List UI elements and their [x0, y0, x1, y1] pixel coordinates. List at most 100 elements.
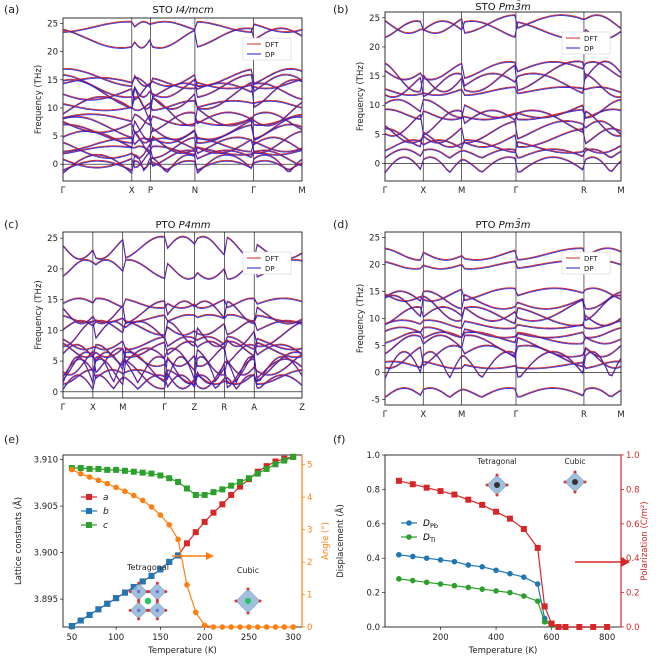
oxygen-atom [573, 490, 577, 494]
marker-a [228, 491, 235, 498]
marker-c [166, 475, 173, 482]
kpoint-label: P [148, 186, 153, 196]
marker-Polarization [465, 496, 472, 503]
b-site-atom [137, 608, 141, 612]
y-axis-label: Frequency (THz) [34, 65, 44, 134]
marker-Angle [104, 480, 111, 487]
ytick-label: 25 [47, 20, 58, 30]
marker-D_Pb [465, 562, 472, 568]
a-site-atom [245, 598, 251, 604]
ytick-label: 25 [47, 234, 58, 244]
marker-Polarization [548, 620, 555, 627]
dft-band [62, 20, 303, 33]
a-site-atom [572, 479, 578, 485]
xtick-label: 300 [285, 633, 301, 643]
marker-b [68, 623, 75, 630]
dp-band [62, 375, 303, 391]
marker-D_Pb [534, 581, 541, 587]
dft-band [62, 137, 303, 152]
annotation-cubic: Cubic [565, 457, 586, 466]
dp-band [62, 96, 303, 127]
panel-title-a: STO I4/mcm [152, 5, 213, 16]
marker-c [272, 461, 279, 468]
marker-a [201, 518, 208, 525]
ytick-right-label: 4 [307, 493, 312, 503]
oxygen-atom [137, 581, 141, 585]
y-axis-label: Lattice constants (Å) [12, 497, 24, 585]
kpoint-label: X [420, 186, 426, 196]
marker-D_Ti [396, 576, 402, 582]
ytick-right-label: 2 [307, 558, 312, 568]
marker-D_Ti [507, 589, 513, 596]
dft-band [384, 360, 622, 369]
dp-band [62, 344, 303, 368]
marker-c [139, 469, 146, 476]
dp-band [384, 335, 622, 358]
dft-band [62, 111, 303, 133]
marker-c [130, 468, 137, 475]
dft-band [384, 247, 622, 260]
line-panel-f: 200 400 600 800 0.0 0.2 0.4 0.6 0.8 1.0 0.0 0.2 0.4 0… [334, 451, 650, 656]
marker-Angle [86, 474, 93, 480]
oxygen-atom [147, 590, 151, 594]
b-site-atom [155, 608, 159, 612]
dp-band [384, 110, 622, 137]
marker-Angle [201, 622, 208, 629]
panel-label-c: (c) [4, 218, 19, 231]
panel-title-group: P4mm [179, 220, 211, 231]
legend-dft-label: DFT [265, 41, 279, 49]
dft-band [384, 86, 622, 96]
dft-band [62, 235, 303, 260]
marker-c [148, 470, 155, 477]
marker-Polarization [534, 544, 541, 551]
oxygen-atom [128, 590, 132, 594]
oxygen-atom [505, 483, 509, 487]
marker-b [148, 572, 155, 579]
oxygen-atom [563, 480, 567, 484]
marker-Angle [148, 504, 155, 510]
x-axis-label: Temperature (K) [147, 646, 217, 656]
marker-Polarization [576, 624, 583, 630]
legend-dp-label: DP [265, 265, 275, 273]
ytick-right-label: 0 [307, 623, 312, 633]
band-panel-a: Γ X P N Γ M 0 5 10 15 20 25 Frequency (THz) DFT DP [34, 17, 306, 196]
panel-title-c: PTO P4mm [155, 220, 210, 231]
dp-band [62, 112, 303, 134]
dft-band [384, 287, 622, 302]
oxygen-atom [583, 480, 587, 484]
marker-D_Ti [465, 584, 472, 591]
kpoint-label: N [192, 186, 198, 196]
marker-Polarization [437, 488, 444, 495]
oxygen-atom [155, 581, 159, 585]
dft-band [384, 350, 622, 379]
kpoint-label: Z [299, 403, 305, 413]
plot-frame [62, 231, 303, 399]
ytick-label: 20 [369, 260, 380, 270]
b-site-atom [155, 590, 159, 594]
marker-Angle [272, 624, 279, 630]
marker-c [228, 482, 235, 489]
dp-band [63, 68, 303, 87]
oxygen-atom [164, 608, 168, 612]
ytick-right-label: 0.0 [626, 623, 640, 633]
marker-c [263, 465, 270, 472]
dft-band [384, 334, 622, 357]
dp-band [384, 327, 622, 339]
panel-title-group: Pm3̄m [499, 218, 531, 231]
y-axis-label: Frequency (THz) [356, 284, 366, 353]
ytick-label: 0 [375, 369, 380, 379]
marker-Angle [192, 609, 199, 616]
marker-c [290, 453, 297, 460]
ytick-label: 10 [369, 315, 380, 325]
dft-band [62, 153, 303, 174]
oxygen-atom [155, 600, 159, 604]
marker-a [210, 509, 217, 516]
annotation-tetragonal: Tetragonal [476, 457, 516, 466]
dp-band [384, 332, 622, 345]
oxygen-atom [147, 608, 151, 612]
cubic-structure-icon [234, 587, 262, 615]
marker-Angle [184, 582, 190, 588]
dp-band [384, 248, 622, 261]
dft-band [62, 78, 303, 110]
marker-c [86, 465, 93, 472]
